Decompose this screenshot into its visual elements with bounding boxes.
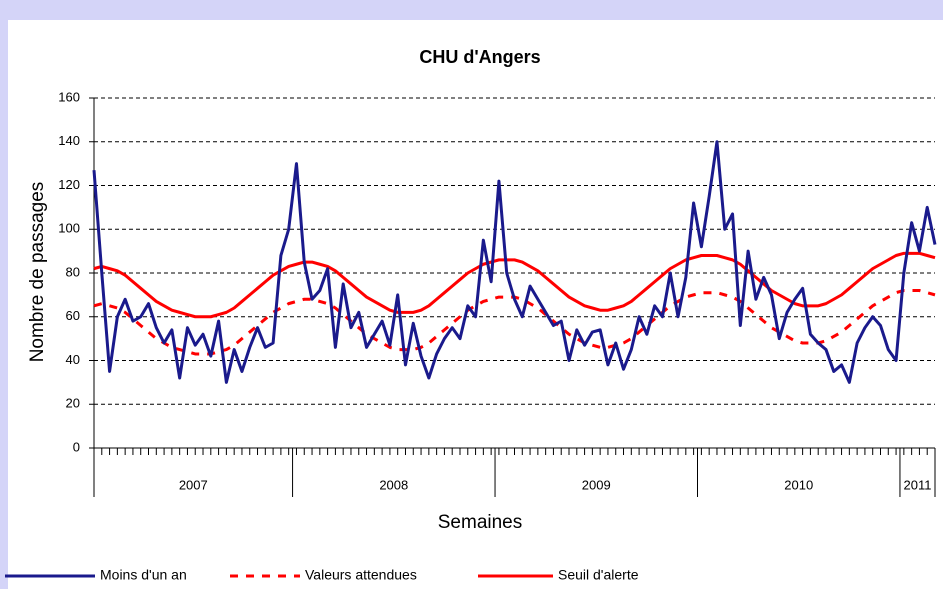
- x-group-label: 2007: [179, 477, 208, 492]
- y-axis-label: Nombre de passages: [27, 182, 48, 363]
- y-tick-label: 100: [58, 221, 80, 236]
- y-tick-label: 20: [66, 396, 80, 411]
- x-axis-label: Semaines: [438, 512, 523, 533]
- series-line: [93, 251, 936, 319]
- legend-label: Seuil d'alerte: [558, 567, 639, 583]
- x-group-label: 2010: [784, 477, 813, 492]
- y-tick-label: 40: [66, 352, 80, 367]
- y-tick-label: 160: [58, 89, 80, 104]
- chart-title: CHU d'Angers: [419, 47, 540, 67]
- y-tick-label: 120: [58, 177, 80, 192]
- y-tick-label: 80: [66, 264, 80, 279]
- x-group-label: 2009: [582, 477, 611, 492]
- series-line: [92, 140, 937, 384]
- legend-label: Valeurs attendues: [305, 567, 417, 583]
- y-tick-label: 60: [66, 308, 80, 323]
- x-group-label: 2011: [903, 477, 931, 492]
- x-group-label: 2008: [379, 477, 408, 492]
- y-tick-label: 0: [73, 439, 80, 454]
- y-tick-label: 140: [58, 133, 80, 148]
- legend-label: Moins d'un an: [100, 567, 187, 583]
